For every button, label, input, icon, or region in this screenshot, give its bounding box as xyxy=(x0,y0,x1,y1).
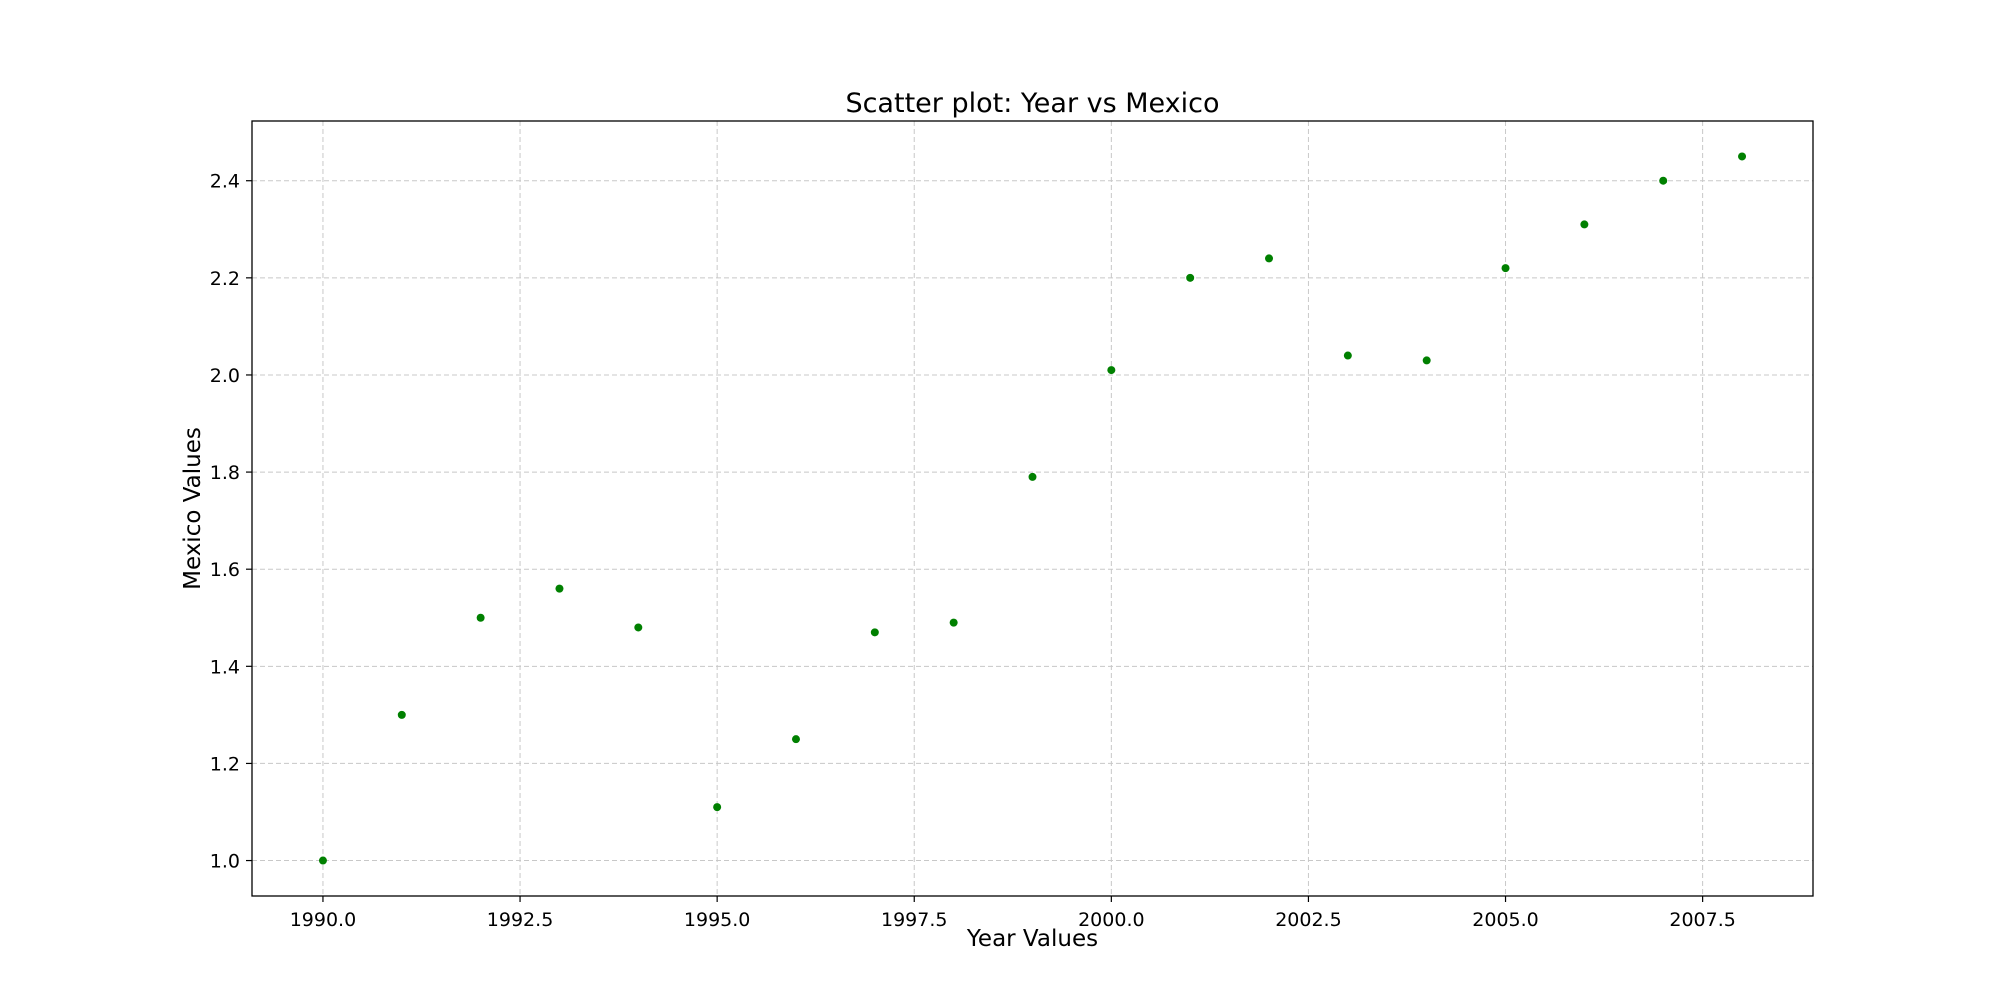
x-tick-label: 2002.5 xyxy=(1275,909,1341,931)
y-axis-label: Mexico Values xyxy=(180,427,206,590)
chart-title: Scatter plot: Year vs Mexico xyxy=(845,88,1219,119)
y-tick-label: 1.4 xyxy=(210,656,240,678)
data-point xyxy=(318,856,327,865)
data-point xyxy=(1028,472,1037,481)
data-point xyxy=(1107,366,1116,375)
x-tick-label: 1997.5 xyxy=(881,909,947,931)
x-tick-label: 2007.5 xyxy=(1669,909,1735,931)
x-tick-label: 2005.0 xyxy=(1472,909,1538,931)
data-point xyxy=(1659,176,1668,185)
data-point xyxy=(555,584,564,593)
x-tick-label: 1990.0 xyxy=(290,909,356,931)
grid xyxy=(252,121,1813,896)
data-point xyxy=(397,710,406,719)
data-point xyxy=(1186,273,1195,282)
plot-frame xyxy=(251,120,1814,897)
y-tick-label: 1.6 xyxy=(210,559,240,581)
data-point xyxy=(949,618,958,627)
data-point xyxy=(1265,254,1274,263)
axis-ticks: 1990.0 1992.5 1995.0 1997.5 2000.0 2002.5 2005… xyxy=(210,171,1736,931)
data-point xyxy=(1422,356,1431,365)
y-tick-label: 2.0 xyxy=(210,365,240,387)
y-tick-label: 1.0 xyxy=(210,851,240,873)
x-tick-label: 2000.0 xyxy=(1078,909,1144,931)
x-axis-label: Year Values xyxy=(966,926,1098,952)
data-point xyxy=(713,803,722,812)
data-point xyxy=(791,735,800,744)
y-tick-label: 1.2 xyxy=(210,753,240,775)
y-tick-label: 2.4 xyxy=(210,171,240,193)
x-tick-label: 1995.0 xyxy=(684,909,750,931)
y-tick-label: 1.8 xyxy=(210,462,240,484)
x-tick-label: 1992.5 xyxy=(487,909,553,931)
data-point xyxy=(1580,220,1589,229)
data-point xyxy=(476,613,485,622)
data-point xyxy=(1343,351,1352,360)
data-points xyxy=(318,152,1747,865)
y-tick-label: 2.2 xyxy=(210,268,240,290)
data-point xyxy=(634,623,643,632)
data-point xyxy=(1738,152,1747,161)
data-point xyxy=(870,628,879,637)
data-point xyxy=(1501,264,1510,273)
